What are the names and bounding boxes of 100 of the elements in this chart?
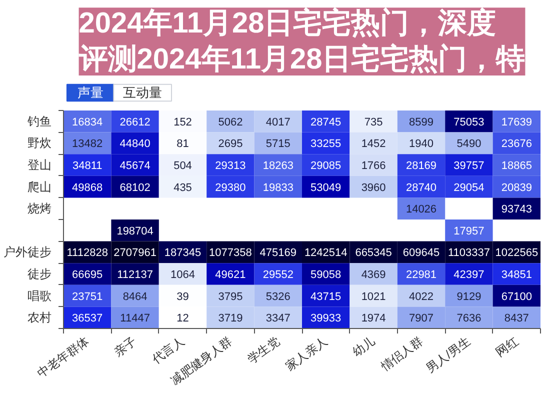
data-label: 39757: [454, 160, 484, 172]
data-label: 11447: [120, 312, 150, 325]
data-label: 29054: [454, 182, 484, 194]
data-label: 39: [176, 290, 189, 303]
data-label: 49621: [215, 269, 246, 281]
data-label: 1103337: [448, 247, 490, 260]
data-label: 4017: [266, 116, 290, 128]
data-label: 34851: [501, 269, 532, 281]
data-label: 7636: [456, 312, 482, 325]
data-label: 29552: [262, 269, 294, 281]
data-label: 36537: [72, 312, 103, 325]
data-label: 609645: [402, 247, 440, 260]
data-label: 8437: [504, 312, 529, 325]
data-label: 23676: [501, 138, 532, 150]
text: 声量: [77, 85, 104, 100]
data-label: 16834: [72, 116, 103, 128]
data-label: 66695: [72, 269, 103, 281]
data-label: 112137: [117, 269, 153, 281]
data-label: 1064: [170, 269, 195, 281]
y-tick-label: 野炊: [28, 136, 52, 150]
y-tick-label: 登山: [28, 158, 52, 172]
data-label: 1766: [361, 160, 386, 172]
data-label: 28169: [406, 160, 437, 172]
data-label: 75053: [454, 116, 484, 128]
data-label: 59058: [310, 269, 342, 281]
data-label: 34811: [72, 160, 102, 172]
y-tick-label: 农村: [28, 310, 52, 325]
data-label: 14026: [406, 204, 437, 216]
x-tick-label: 网红: [493, 334, 521, 360]
data-label: 28740: [406, 182, 437, 194]
data-label: 1021: [361, 290, 386, 303]
text: 互动量: [123, 85, 162, 100]
data-label: 5326: [266, 290, 290, 303]
data-label: 1974: [361, 312, 386, 325]
data-label: 1022565: [495, 247, 538, 260]
data-label: 18263: [262, 160, 294, 172]
data-label: 44840: [120, 138, 150, 150]
x-tick-label: 家人亲人: [282, 334, 330, 374]
y-tick-label: 爬山: [28, 180, 52, 194]
data-label: 504: [174, 160, 192, 172]
data-label: 29085: [310, 160, 342, 172]
data-label: 475169: [260, 247, 297, 260]
y-tick-label: 徒步: [28, 267, 52, 281]
data-label: 1940: [409, 138, 434, 150]
data-label: 67100: [501, 290, 532, 303]
data-label: 7907: [409, 312, 434, 325]
data-label: 17639: [501, 116, 532, 128]
data-label: 3795: [218, 290, 243, 303]
data-label: 81: [176, 138, 189, 150]
x-tick-label: 幼儿: [350, 334, 378, 360]
x-tick-label: 学生党: [244, 334, 282, 366]
x-tick-label: 男人/男生: [423, 334, 474, 376]
data-label: 735: [364, 116, 383, 128]
data-label: 18865: [501, 160, 532, 172]
data-label: 26612: [120, 116, 150, 128]
data-label: 93743: [501, 204, 532, 216]
data-label: 39933: [310, 312, 342, 325]
data-label: 198704: [116, 225, 154, 238]
data-label: 1452: [361, 138, 386, 150]
data-label: 23751: [72, 290, 103, 303]
data-label: 45674: [120, 160, 150, 172]
data-label: 20839: [501, 182, 532, 194]
data-label: 68102: [120, 182, 150, 194]
data-label: 49868: [72, 182, 103, 194]
data-label: 1112828: [66, 247, 108, 260]
data-label: 17957: [454, 225, 484, 238]
data-label: 22981: [406, 269, 437, 281]
data-label: 29380: [215, 182, 246, 194]
data-label: 187345: [164, 247, 202, 260]
data-label: 28745: [310, 116, 342, 128]
data-label: 33255: [310, 138, 342, 150]
data-label: 5715: [266, 138, 290, 150]
y-tick-label: 唱歌: [28, 288, 52, 303]
y-tick-label: 户外徒步: [4, 245, 52, 260]
data-label: 19833: [262, 182, 294, 194]
data-label: 2695: [218, 138, 243, 150]
data-label: 2707961: [114, 247, 156, 260]
y-tick-label: 烧烤: [28, 202, 52, 216]
data-label: 5062: [218, 116, 243, 128]
x-tick-label: 情侣人群: [377, 334, 426, 374]
data-label: 665345: [355, 247, 392, 260]
data-label: 13482: [72, 138, 103, 150]
data-label: 1077358: [209, 247, 252, 260]
x-tick-label: 亲子: [112, 334, 140, 360]
data-label: 53049: [310, 182, 342, 194]
y-tick-label: 钓鱼: [26, 114, 52, 128]
data-label: 152: [174, 116, 192, 128]
data-label: 43715: [310, 290, 342, 303]
data-label: 3960: [361, 182, 386, 194]
data-label: 4022: [409, 290, 434, 303]
data-label: 435: [174, 182, 192, 194]
data-label: 1242514: [304, 247, 348, 260]
data-label: 42397: [454, 269, 484, 281]
data-label: 3719: [218, 312, 243, 325]
data-label: 8599: [409, 116, 434, 128]
data-label: 8464: [122, 290, 148, 303]
data-label: 12: [176, 312, 189, 325]
x-tick-label: 中老年群体: [34, 334, 92, 380]
data-label: 5490: [456, 138, 482, 150]
data-label: 29313: [215, 160, 246, 172]
